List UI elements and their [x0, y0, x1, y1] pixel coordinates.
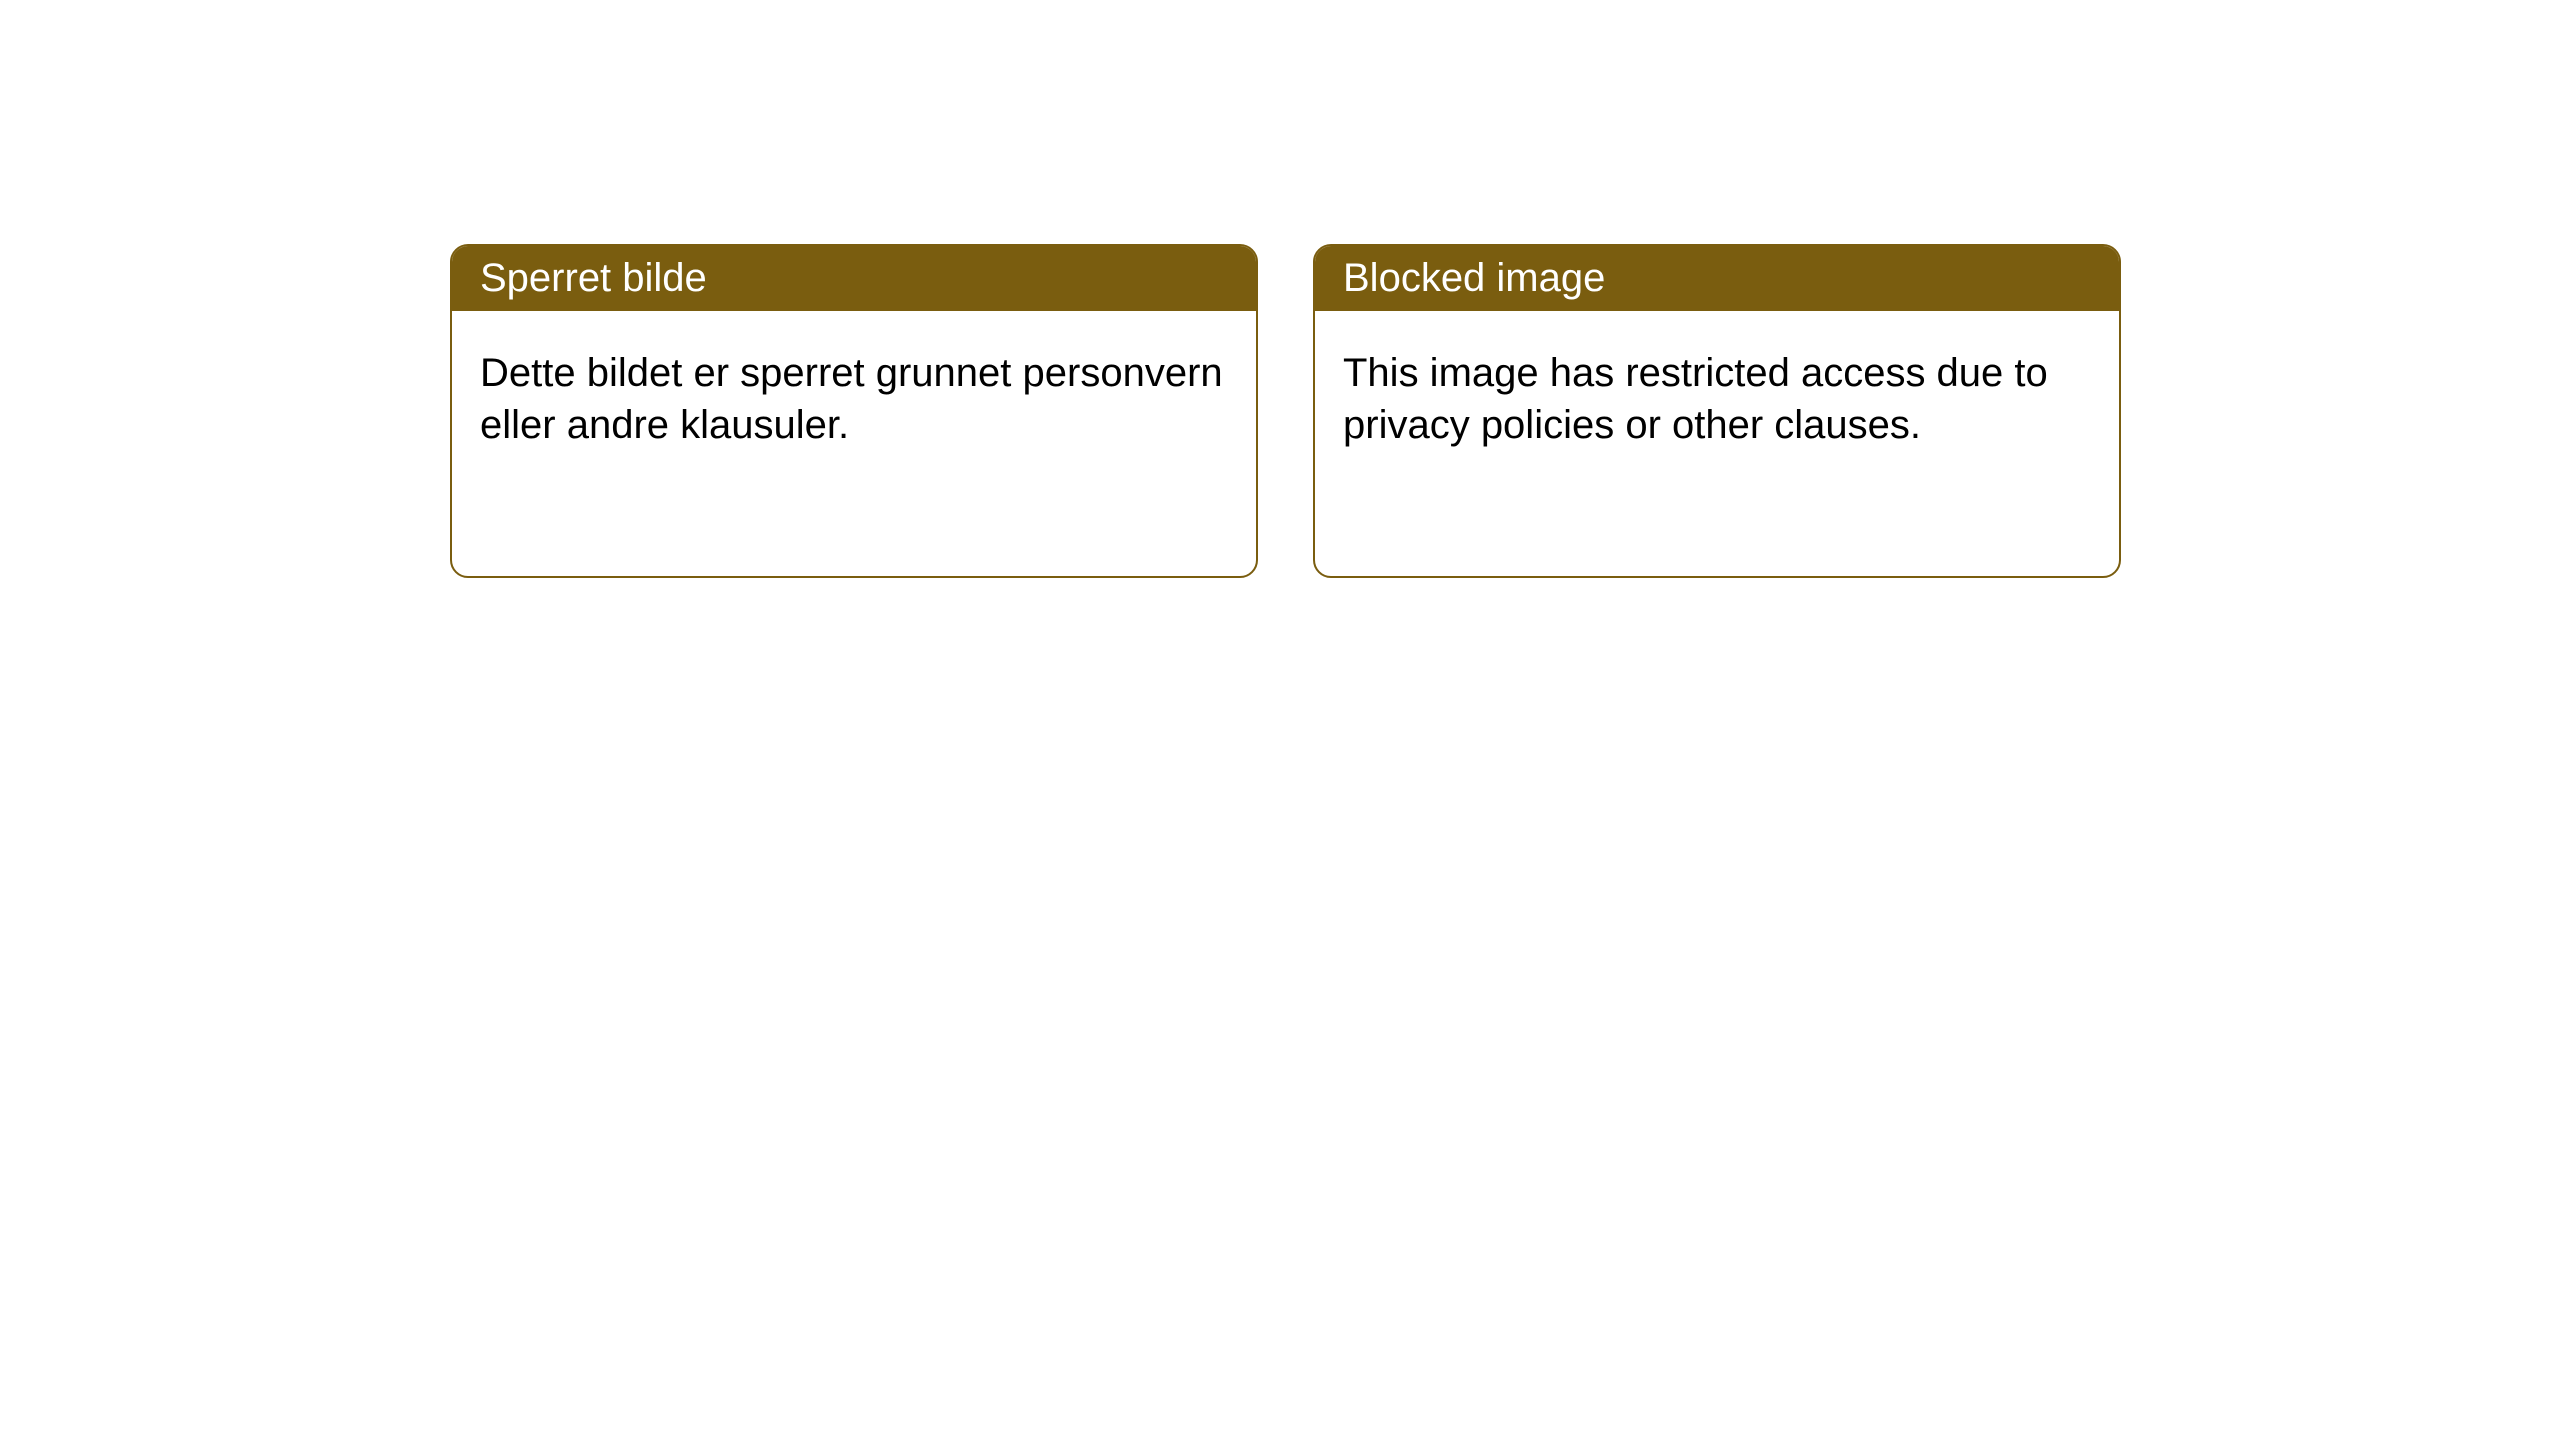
notice-card-norwegian: Sperret bilde Dette bildet er sperret gr…: [450, 244, 1258, 578]
card-title: Blocked image: [1343, 256, 1605, 300]
card-body: This image has restricted access due to …: [1315, 311, 2119, 487]
card-body-text: Dette bildet er sperret grunnet personve…: [480, 351, 1223, 447]
notice-container: Sperret bilde Dette bildet er sperret gr…: [0, 0, 2560, 578]
card-title: Sperret bilde: [480, 256, 707, 300]
card-header: Sperret bilde: [452, 246, 1256, 311]
notice-card-english: Blocked image This image has restricted …: [1313, 244, 2121, 578]
card-header: Blocked image: [1315, 246, 2119, 311]
card-body-text: This image has restricted access due to …: [1343, 351, 2048, 447]
card-body: Dette bildet er sperret grunnet personve…: [452, 311, 1256, 487]
